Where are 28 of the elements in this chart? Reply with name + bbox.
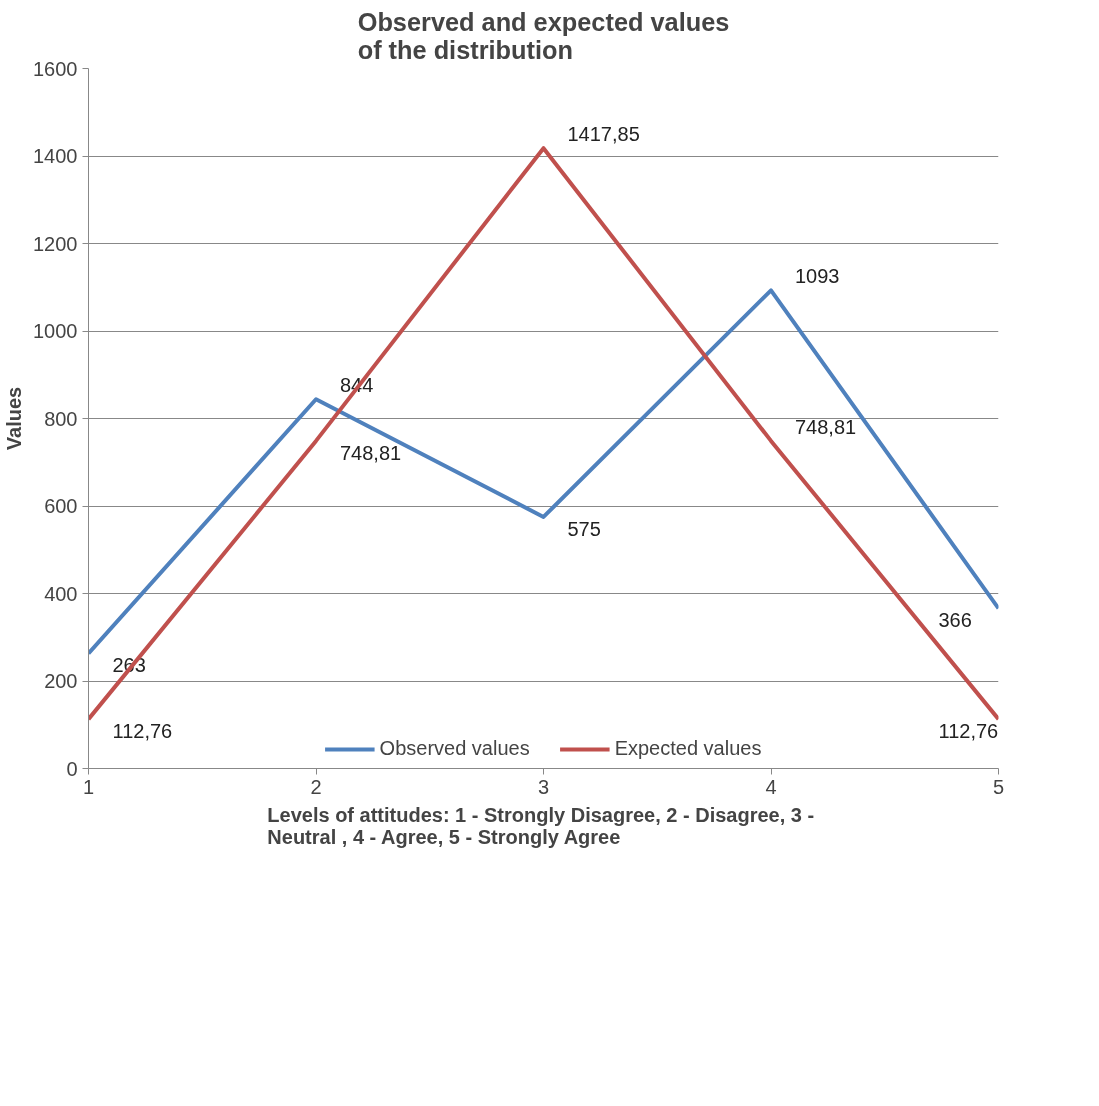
chart-title: Observed and expected values of the distribution bbox=[357, 7, 730, 64]
y-tick-label: 0 bbox=[66, 757, 78, 780]
legend-label: Observed values bbox=[379, 737, 530, 760]
x-tick-label: 5 bbox=[992, 775, 1005, 798]
data-label: 748,81 bbox=[340, 441, 402, 464]
data-label: 748,81 bbox=[795, 415, 857, 438]
legend-label: Expected values bbox=[614, 737, 762, 760]
y-tick-label: 1400 bbox=[33, 145, 78, 167]
y-tick-label: 1200 bbox=[33, 232, 78, 255]
y-tick-label: 400 bbox=[44, 582, 78, 605]
data-label: 1417,85 bbox=[567, 123, 640, 146]
line-series bbox=[88, 288, 999, 656]
y-tick-label: 1000 bbox=[33, 320, 78, 342]
x-axis-title: Levels of attitudes: 1 - Strongly Disagree, 2 - Disagree, 3 - Neutral , 4 - Agree, 5 - Strongly Agree bbox=[267, 803, 815, 848]
x-tick-label: 2 bbox=[310, 775, 322, 798]
data-label: 112,76 bbox=[938, 720, 999, 743]
x-tick-label: 1 bbox=[82, 775, 95, 798]
y-tick-label: 200 bbox=[44, 670, 78, 692]
data-label: 112,76 bbox=[112, 720, 173, 743]
data-label: 366 bbox=[938, 609, 972, 632]
y-tick-label: 1600 bbox=[33, 57, 78, 80]
y-axis-title: Values bbox=[3, 386, 26, 451]
data-label: 1093 bbox=[795, 265, 840, 288]
y-tick-label: 800 bbox=[44, 407, 78, 430]
data-label: 575 bbox=[567, 517, 601, 540]
x-tick-label: 3 bbox=[537, 775, 550, 798]
y-tick-label: 600 bbox=[44, 495, 78, 517]
x-tick-label: 4 bbox=[765, 775, 777, 798]
